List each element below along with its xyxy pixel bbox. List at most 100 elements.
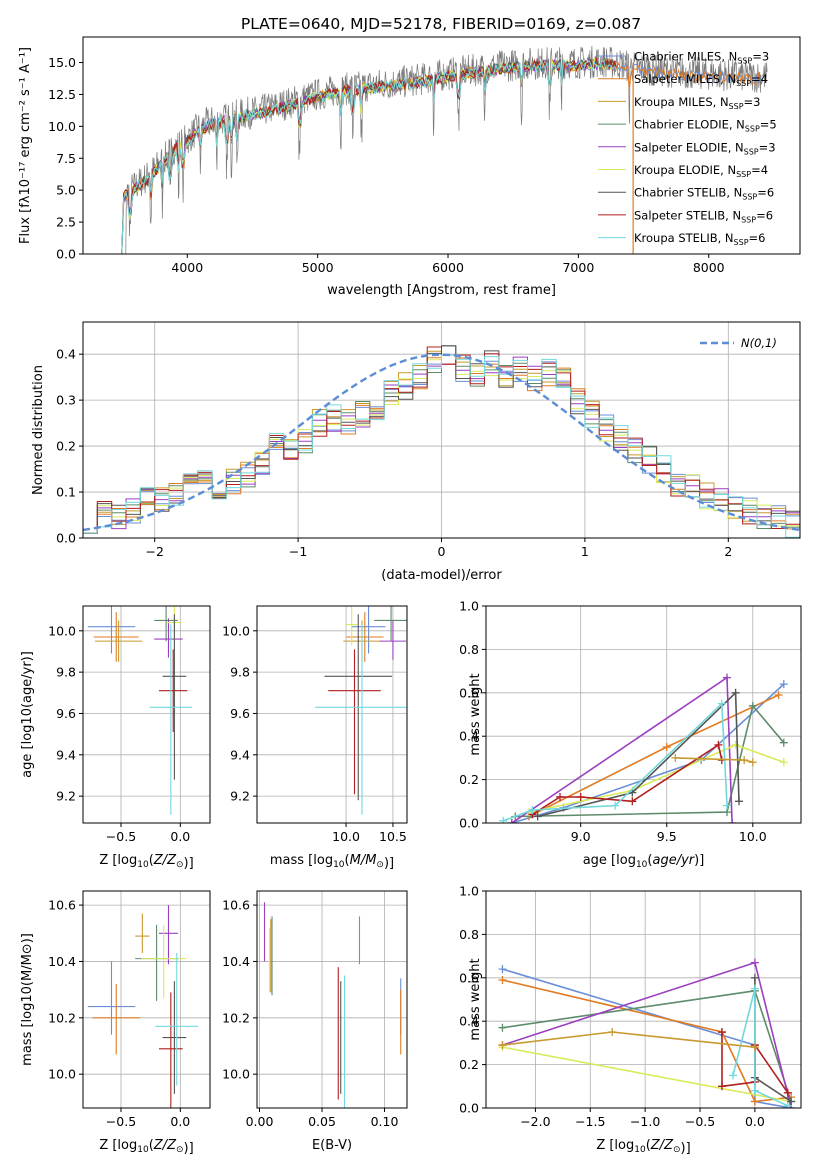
weight-marker <box>498 1041 507 1050</box>
weight-marker <box>498 975 507 984</box>
x-tick-label: 0.00 <box>246 1114 274 1129</box>
x-tick-label: 10.0 <box>332 829 360 844</box>
x-axis-label: E(B-V) <box>312 1138 352 1153</box>
weight-marker <box>779 758 788 767</box>
weight-marker <box>556 792 565 801</box>
x-tick-label: −1.0 <box>630 1114 660 1129</box>
y-axis-label: mass weight <box>468 673 483 755</box>
y-tick-label: 0.2 <box>459 1057 479 1072</box>
y-tick-label: 10.0 <box>48 623 76 638</box>
legend-label: Salpeter STELIB, NSSP=6 <box>634 208 773 224</box>
axes-frame <box>485 605 802 824</box>
x-axis-label: (data-model)/error <box>381 568 502 583</box>
y-tick-label: 0.2 <box>56 439 76 454</box>
weight-marker <box>499 816 508 823</box>
plot-area <box>87 905 199 1108</box>
weight-marker <box>722 801 731 810</box>
model-fit-line <box>118 58 617 254</box>
weight-marker <box>750 958 759 967</box>
y-tick-label: 1.0 <box>459 599 479 614</box>
x-tick-label: 0.0 <box>745 1114 765 1129</box>
legend-label: Salpeter MILES, NSSP=4 <box>634 72 768 88</box>
legend-label: Chabrier ELODIE, NSSP=5 <box>634 118 777 134</box>
y-tick-label: 10.6 <box>48 898 76 913</box>
x-tick-label: −0.5 <box>685 1114 715 1129</box>
weight-marker <box>740 756 749 765</box>
x-tick-label: 8000 <box>693 260 725 275</box>
ebv-mass-panel: 0.00 0.05 0.10 10.0 10.2 10.4 10.6 E(B-V) <box>222 890 408 1153</box>
histogram-step <box>83 354 800 538</box>
y-tick-label: 5.0 <box>56 183 76 198</box>
x-axis-label: mass [log10(M/M⊙)] <box>270 853 394 871</box>
y-tick-label: 0.4 <box>459 1014 479 1029</box>
model-fit-line <box>118 58 617 254</box>
model-fit-line <box>118 57 762 254</box>
weight-marker <box>533 812 542 821</box>
y-tick-label: 0.4 <box>459 729 479 744</box>
y-tick-label: 0.0 <box>459 816 479 831</box>
y-tick-label: 10.2 <box>222 1010 250 1025</box>
legend-label: Chabrier STELIB, NSSP=6 <box>634 186 774 202</box>
plot-area <box>87 606 193 815</box>
x-axis-label: age [log10(age/yr)] <box>583 853 705 870</box>
y-tick-label: 2.5 <box>56 215 76 230</box>
y-tick-label: 0.1 <box>56 485 76 500</box>
spectrum-panel: 4000 5000 6000 7000 8000 0.0 2.5 5.0 7.5 10.0 12.5… <box>18 36 801 298</box>
weight-marker <box>662 743 671 752</box>
y-tick-label: 0.0 <box>56 531 76 546</box>
x-tick-label: −2 <box>145 544 163 559</box>
age-weight-panel: 9.0 9.5 10.0 0.0 0.2 0.4 0.6 0.8 1.0 mass weight a… <box>459 599 802 870</box>
legend-label: Kroupa STELIB, NSSP=6 <box>634 231 765 247</box>
weight-line <box>528 744 785 813</box>
weight-marker <box>507 819 516 823</box>
plot-area <box>83 345 800 538</box>
y-tick-label: 1.0 <box>459 884 479 899</box>
weight-marker <box>750 973 759 982</box>
y-tick-label: 9.6 <box>56 706 76 721</box>
axes-frame <box>82 605 211 824</box>
x-tick-label: 4000 <box>171 260 203 275</box>
y-tick-label: 0.0 <box>56 247 76 262</box>
axes-frame <box>256 890 408 1109</box>
y-axis-label: mass weight <box>468 958 483 1040</box>
weight-marker <box>576 792 585 801</box>
legend-label: Kroupa ELODIE, NSSP=4 <box>634 163 768 179</box>
weight-marker <box>783 1088 792 1097</box>
y-tick-label: 0.2 <box>459 772 479 787</box>
x-tick-label: −0.5 <box>106 1114 136 1129</box>
figure-title: PLATE=0640, MJD=52178, FIBERID=0169, z=0… <box>241 15 641 33</box>
weight-marker <box>750 1043 759 1052</box>
y-tick-label: 0.3 <box>56 393 76 408</box>
legend-label: N(0,1) <box>741 336 777 350</box>
plot-area <box>499 673 788 823</box>
x-tick-label: 10.0 <box>739 829 767 844</box>
x-axis-label: wavelength [Angstrom, rest frame] <box>327 283 556 298</box>
y-tick-label: 10.0 <box>48 1067 76 1082</box>
weight-marker <box>750 1086 759 1095</box>
y-axis-label: age [log10(age/yr)] <box>20 651 35 778</box>
observed-spectrum <box>119 45 768 254</box>
x-tick-label: 0.0 <box>170 829 190 844</box>
y-tick-label: 10.4 <box>222 954 250 969</box>
x-tick-label: 7000 <box>562 260 594 275</box>
y-tick-label: 9.8 <box>56 665 76 680</box>
weight-marker <box>731 688 740 697</box>
weight-marker <box>774 690 783 699</box>
legend-label: Salpeter ELODIE, NSSP=3 <box>634 140 776 156</box>
legend-label: Chabrier MILES, NSSP=3 <box>634 50 769 66</box>
y-axis-label: mass [log10(M/M⊙)] <box>20 933 35 1066</box>
y-tick-label: 10.0 <box>222 623 250 638</box>
weight-marker <box>722 673 731 682</box>
x-tick-label: 5000 <box>302 260 334 275</box>
y-tick-label: 12.5 <box>48 87 76 102</box>
x-tick-label: 0.05 <box>308 1114 336 1129</box>
mass-age-panel: 10.0 10.5 9.2 9.4 9.6 9.8 10.0 mass [log10(M/M⊙… <box>222 605 408 871</box>
x-tick-label: −2.0 <box>520 1114 550 1129</box>
x-axis-label: Z [log10(Z/Z⊙)] <box>596 1138 690 1156</box>
weight-marker <box>750 1097 759 1106</box>
y-tick-label: 0.8 <box>459 927 479 942</box>
weight-marker <box>731 740 740 749</box>
weight-marker <box>717 699 726 708</box>
weight-marker <box>714 740 723 749</box>
axes-frame <box>485 890 802 1109</box>
